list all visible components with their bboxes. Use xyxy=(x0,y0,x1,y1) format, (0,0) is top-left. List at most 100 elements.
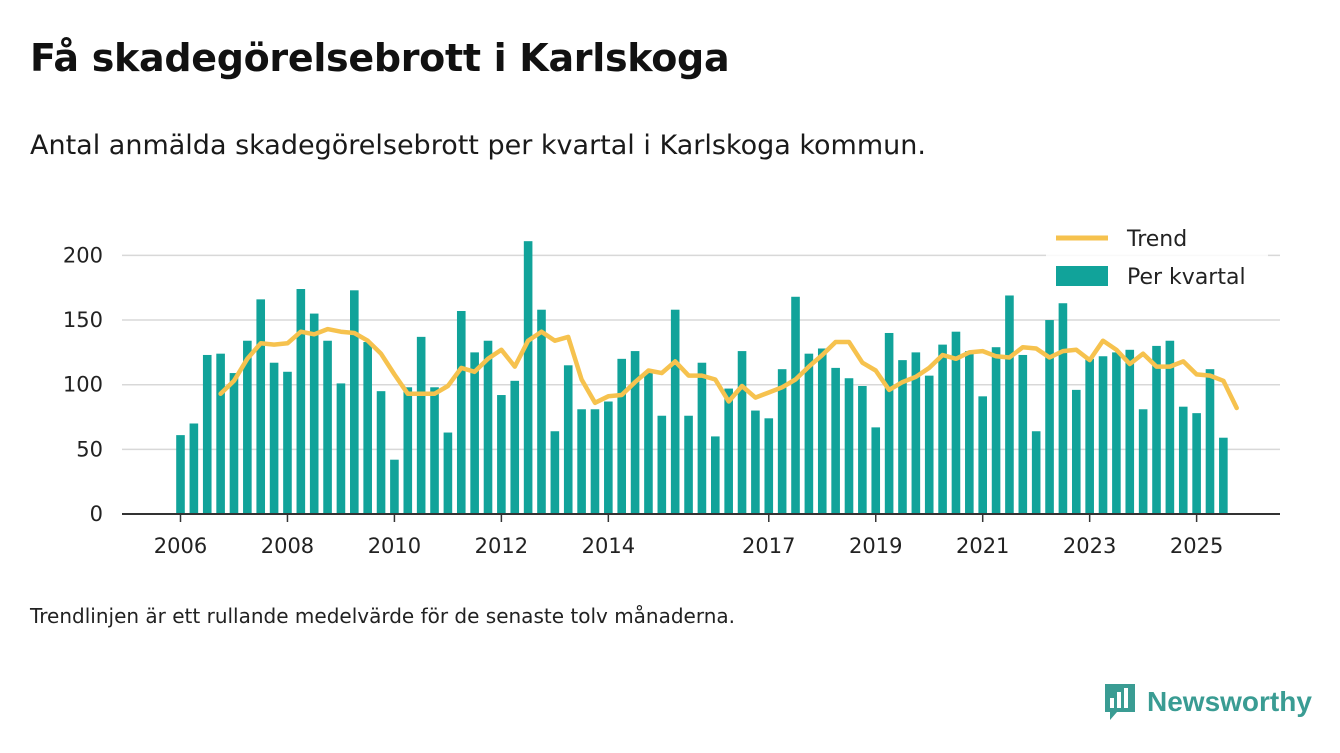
y-tick-label: 100 xyxy=(63,373,103,397)
bar xyxy=(416,336,426,514)
bar xyxy=(577,409,586,514)
legend-bar-swatch xyxy=(1056,266,1108,286)
bar xyxy=(1018,354,1028,514)
bar xyxy=(1138,409,1148,514)
y-tick-label: 50 xyxy=(76,437,103,461)
y-tick-label: 0 xyxy=(90,502,103,526)
bar xyxy=(497,395,506,514)
bar xyxy=(1152,345,1161,514)
newsworthy-logo-icon xyxy=(1105,684,1135,720)
bar xyxy=(1085,358,1094,514)
bar xyxy=(176,435,185,514)
bar xyxy=(1058,303,1068,514)
bar xyxy=(309,313,319,514)
bar xyxy=(1165,340,1175,514)
bar xyxy=(1205,369,1215,514)
bar xyxy=(804,353,814,514)
x-tick-label: 2019 xyxy=(849,534,902,558)
bar xyxy=(430,387,439,514)
bar xyxy=(323,340,332,514)
x-tick-label: 2010 xyxy=(368,534,421,558)
bar xyxy=(1125,349,1135,514)
bar xyxy=(296,289,306,514)
bar xyxy=(483,340,493,514)
bar xyxy=(991,347,1001,514)
legend: Trend Per kvartal xyxy=(1046,222,1268,298)
bar xyxy=(965,351,974,514)
bar xyxy=(363,342,372,514)
x-tick-label: 2014 xyxy=(582,534,635,558)
bar xyxy=(1031,431,1041,514)
bar xyxy=(216,353,225,514)
bar xyxy=(510,380,520,514)
bar xyxy=(1219,437,1228,514)
bar xyxy=(684,415,693,514)
bar xyxy=(256,299,266,514)
legend-label: Per kvartal xyxy=(1127,265,1246,290)
bar xyxy=(336,383,346,514)
bar xyxy=(978,396,987,514)
bar xyxy=(456,310,466,514)
y-tick-label: 150 xyxy=(63,308,103,332)
axes: 0 50 100 150 200 2006 2008 2010 2012 2014 2017 2019… xyxy=(63,243,1280,558)
chart-subtitle: Antal anmälda skadegörelsebrott per kvar… xyxy=(30,130,926,161)
bar xyxy=(189,423,199,514)
bar xyxy=(697,362,707,514)
footnote: Trendlinjen är ett rullande medelvärde f… xyxy=(30,604,736,628)
bar xyxy=(737,351,747,514)
bar xyxy=(604,401,613,514)
bar xyxy=(817,348,827,514)
bar xyxy=(764,418,774,514)
bar xyxy=(791,296,800,514)
bar xyxy=(911,352,921,514)
bar xyxy=(590,409,600,514)
bar xyxy=(844,378,854,514)
x-tick-label: 2023 xyxy=(1063,534,1116,558)
brand-logo: Newsworthy xyxy=(1103,682,1312,722)
bar xyxy=(831,367,840,514)
bar xyxy=(1112,352,1121,514)
legend-label: Trend xyxy=(1126,227,1187,252)
bar xyxy=(670,309,680,514)
x-tick-label: 2012 xyxy=(475,534,528,558)
x-tick-label: 2017 xyxy=(742,534,795,558)
bar xyxy=(617,358,627,514)
bar xyxy=(777,369,787,514)
bar xyxy=(1098,356,1108,514)
bar xyxy=(1045,320,1054,514)
bar xyxy=(390,459,399,514)
bar xyxy=(924,375,934,514)
x-tick-label: 2008 xyxy=(261,534,314,558)
bar xyxy=(1071,389,1081,514)
chart-title: Få skadegörelsebrott i Karlskoga xyxy=(30,36,730,80)
bar xyxy=(871,427,881,514)
bar xyxy=(1005,295,1014,514)
bar xyxy=(229,373,239,514)
bar xyxy=(951,331,961,514)
bar xyxy=(938,344,947,514)
x-tick-label: 2025 xyxy=(1170,534,1223,558)
bar xyxy=(724,388,733,514)
trend-line xyxy=(218,326,1239,411)
bar xyxy=(711,436,720,514)
bar xyxy=(243,340,252,514)
bar xyxy=(630,351,640,514)
bar-line-chart: 0 50 100 150 200 2006 2008 2010 2012 2014 2017 2019… xyxy=(62,222,1280,558)
bar xyxy=(550,431,560,514)
x-tick-label: 2006 xyxy=(154,534,207,558)
bar xyxy=(657,415,667,514)
bar xyxy=(644,371,653,514)
y-tick-label: 200 xyxy=(63,243,103,267)
bar xyxy=(202,354,212,514)
x-tick-label: 2021 xyxy=(956,534,1009,558)
bar xyxy=(537,309,546,514)
bar xyxy=(403,387,413,514)
bar xyxy=(269,362,279,514)
bar xyxy=(898,360,907,514)
bar xyxy=(376,391,386,514)
bar-series xyxy=(176,241,1228,514)
bar xyxy=(443,432,453,514)
bar xyxy=(751,410,760,514)
trend-series xyxy=(218,326,1239,411)
bar xyxy=(283,371,292,514)
